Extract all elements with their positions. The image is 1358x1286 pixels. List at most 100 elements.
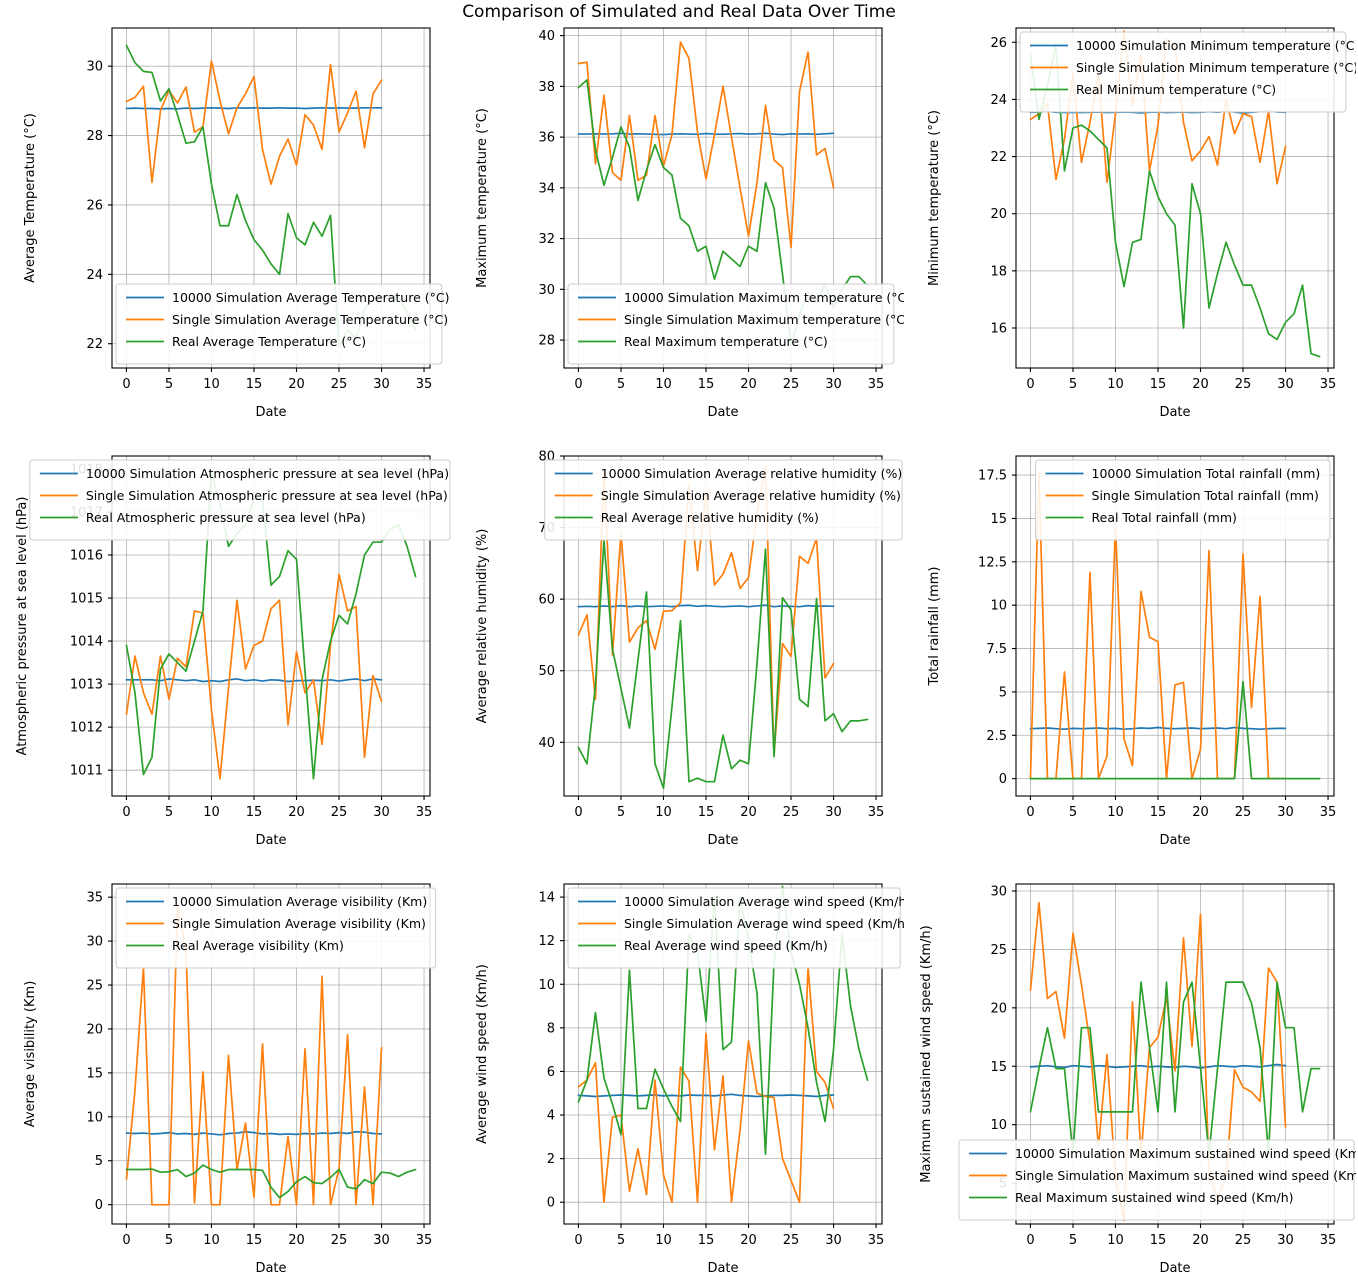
series-line-0 [125,678,383,683]
series-group [1029,471,1321,780]
svg-text:35: 35 [868,1233,885,1248]
series-group [125,905,417,1206]
legend[interactable]: 10000 Simulation Average wind speed (Km/… [567,887,904,969]
series-line-2 [125,1164,417,1199]
series-line-2 [1029,680,1321,780]
svg-text:35: 35 [416,805,433,820]
legend-label-2: Real Average wind speed (Km/h) [624,938,828,953]
axis-ticks: 0 5 10 15 20 25 30 35 0 2.5 5 7.5 10 12.5 15 17.5 [978,469,1336,820]
legend[interactable]: 10000 Simulation Maximum sustained wind … [958,1139,1356,1221]
series-line-1 [577,965,835,1204]
svg-text:15: 15 [990,1060,1007,1075]
series-line-0 [125,1130,383,1136]
svg-text:15: 15 [1150,1233,1167,1248]
svg-text:30: 30 [990,885,1007,900]
svg-text:1013: 1013 [70,678,103,693]
svg-text:35: 35 [1320,377,1337,392]
subplot-2: 0 5 10 15 20 25 30 35 28 30 32 34 36 38 40 Date Maximum … [452,4,904,432]
legend-label-2: Real Total rainfall (mm) [1092,510,1237,525]
subplot-4: 0510152025303510111012101310141015101610… [0,432,452,860]
legend[interactable]: 10000 Simulation Average visibility (Km)… [115,887,437,969]
legend-label-1: Single Simulation Average Temperature (°… [172,312,448,327]
svg-text:35: 35 [86,891,103,906]
series-line-0 [577,604,835,608]
axis-ticks: 0 5 10 15 20 25 30 35 0 5 10 15 20 25 30 35 [86,891,432,1248]
svg-text:35: 35 [416,377,433,392]
svg-text:7.5: 7.5 [986,642,1007,657]
svg-text:30: 30 [825,1233,842,1248]
svg-text:18: 18 [990,264,1007,279]
legend-label-1: Single Simulation Atmospheric pressure a… [86,488,448,503]
subplot-5: 051015202530354050607080DateAverage rela… [452,432,904,860]
legend-label-0: 10000 Simulation Average Temperature (°C… [172,290,449,305]
series-line-1 [125,905,383,1206]
svg-text:0: 0 [1026,805,1034,820]
svg-text:20: 20 [990,1001,1007,1016]
svg-text:6: 6 [547,1065,555,1080]
legend-label-2: Real Minimum temperature (°C) [1076,82,1276,97]
legend-label-1: Single Simulation Average wind speed (Km… [624,916,904,931]
legend-label-0: 10000 Simulation Average wind speed (Km/… [624,894,904,909]
svg-text:40: 40 [538,736,555,751]
svg-text:28: 28 [538,334,555,349]
legend[interactable]: 10000 Simulation Average relative humidi… [544,459,903,541]
svg-text:38: 38 [538,80,555,95]
legend[interactable]: 10000 Simulation Total rainfall (mm) Sing… [1035,459,1331,541]
svg-text:5: 5 [165,805,173,820]
svg-text:25: 25 [331,1233,348,1248]
svg-text:30: 30 [373,1233,390,1248]
axis-ticks: 0 5 10 15 20 25 30 35 0 2 4 6 8 10 12 14 [538,891,884,1248]
y-axis-label: Average wind speed (Km/h) [475,964,490,1144]
subplot-7: 0 5 10 15 20 25 30 35 0 5 10 15 20 25 30 35 Date Average … [0,860,452,1286]
svg-text:12.5: 12.5 [978,555,1007,570]
svg-text:10: 10 [203,1233,220,1248]
svg-text:22: 22 [990,150,1007,165]
svg-text:0: 0 [122,1233,130,1248]
svg-text:26: 26 [86,198,103,213]
series-line-2 [1029,44,1321,358]
svg-text:20: 20 [1192,1233,1209,1248]
series-line-2 [577,539,869,789]
svg-text:2: 2 [547,1152,555,1167]
svg-text:25: 25 [783,805,800,820]
legend[interactable]: 10000 Simulation Maximum temperature (°C… [567,283,904,365]
y-axis-label: Average relative humidity (%) [475,529,490,724]
legend-label-1: Single Simulation Average visibility (Km… [172,916,426,931]
x-axis-label: Date [255,833,286,848]
subplot-6: 0 5 10 15 20 25 30 35 0 2.5 5 7.5 10 12.5 15 17.5 Date To… [904,432,1356,860]
subplot-8: 0 5 10 15 20 25 30 35 0 2 4 6 8 10 12 14 Date Average win… [452,860,904,1286]
svg-text:0: 0 [1026,1233,1034,1248]
svg-text:25: 25 [331,805,348,820]
svg-text:25: 25 [86,979,103,994]
svg-text:0: 0 [1026,377,1034,392]
legend[interactable]: 10000 Simulation Minimum temperature (°C… [1019,31,1356,113]
svg-text:20: 20 [1192,805,1209,820]
svg-text:5: 5 [617,377,625,392]
svg-text:5: 5 [999,685,1007,700]
series-line-0 [1029,1063,1287,1069]
svg-text:30: 30 [825,805,842,820]
series-group [577,885,869,1204]
axis-ticks: 0 5 10 15 20 25 30 35 16 18 20 22 24 26 [990,36,1336,392]
legend[interactable]: 10000 Simulation Average Temperature (°C… [115,283,449,365]
y-axis-label: Atmospheric pressure at sea level (hPa) [15,497,30,756]
x-axis-label: Date [707,405,738,420]
y-axis-label: Maximum sustained wind speed (Km/h) [919,925,934,1183]
svg-text:2.5: 2.5 [986,729,1007,744]
svg-text:36: 36 [538,131,555,146]
svg-text:20: 20 [740,805,757,820]
legend-label-0: 10000 Simulation Average visibility (Km) [172,894,427,909]
svg-text:5: 5 [1069,377,1077,392]
svg-text:0: 0 [122,805,130,820]
legend[interactable]: 10000 Simulation Atmospheric pressure at… [29,459,451,541]
x-axis-label: Date [1159,1261,1190,1276]
axis-ticks: 051015202530354050607080 [538,450,884,821]
legend-label-0: 10000 Simulation Average relative humidi… [601,466,903,481]
svg-text:25: 25 [1235,377,1252,392]
svg-text:24: 24 [990,93,1007,108]
legend-label-1: Single Simulation Maximum temperature (°… [624,312,904,327]
svg-text:15: 15 [86,1066,103,1081]
legend-label-2: Real Average visibility (Km) [172,938,344,953]
svg-text:35: 35 [868,805,885,820]
axis-ticks: 0 5 10 15 20 25 30 35 28 30 32 34 36 38 40 [538,29,884,392]
